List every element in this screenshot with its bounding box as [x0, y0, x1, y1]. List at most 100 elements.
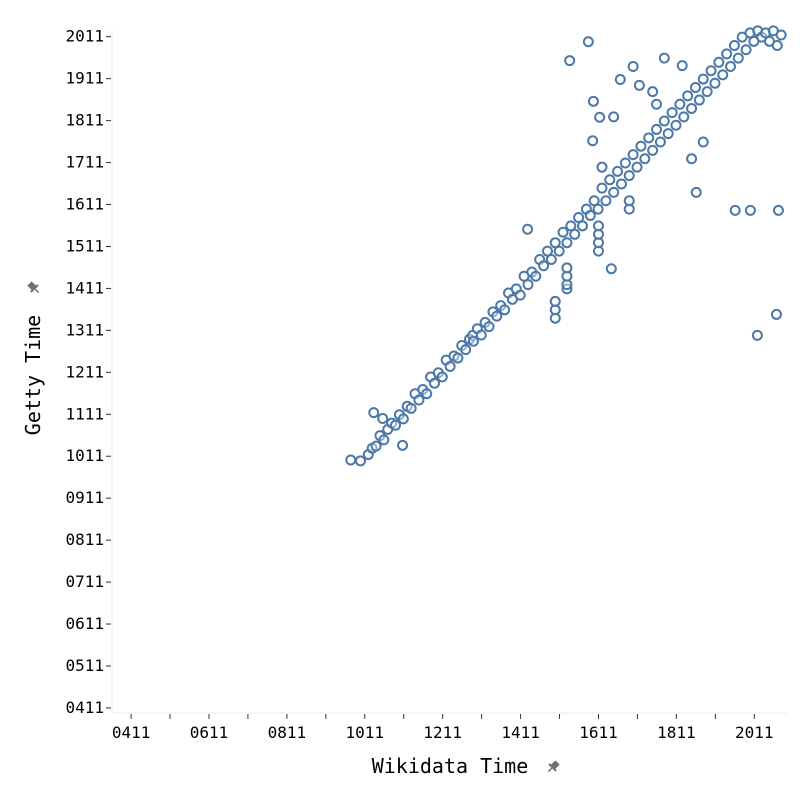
data-point: [651, 123, 663, 135]
data-point: [541, 245, 553, 257]
data-point: [631, 161, 643, 173]
data-point: [514, 289, 526, 301]
data-point: [592, 220, 604, 232]
data-point: [728, 40, 740, 52]
data-point: [682, 90, 694, 102]
data-point: [545, 253, 557, 265]
data-point: [397, 413, 409, 425]
data-point: [676, 60, 688, 72]
data-point: [647, 86, 659, 98]
y-tick-label: 0611: [65, 614, 104, 633]
data-point: [674, 98, 686, 110]
data-point: [538, 260, 550, 272]
y-tick-label: 0411: [65, 698, 104, 717]
x-axis: 0411 0611 0811 1011 1211 1411 1611 1811 2011: [112, 712, 787, 742]
data-point: [553, 245, 565, 257]
x-tick-label: 2011: [735, 723, 774, 742]
data-point: [600, 195, 612, 207]
data-point: [368, 407, 380, 419]
data-point: [744, 204, 756, 216]
data-point: [770, 308, 782, 320]
data-point: [354, 455, 366, 467]
data-point: [429, 377, 441, 389]
pin-icon[interactable]: [545, 759, 561, 775]
data-point: [619, 157, 631, 169]
data-point: [705, 65, 717, 77]
data-point: [614, 74, 626, 86]
data-point: [522, 223, 534, 235]
data-point: [689, 81, 701, 93]
x-tick-label: 1011: [346, 723, 385, 742]
data-point: [564, 55, 576, 67]
data-point: [709, 77, 721, 89]
y-tick-label: 1711: [65, 153, 104, 172]
data-point: [686, 153, 698, 165]
x-tick-label: 0411: [112, 723, 151, 742]
data-point: [701, 86, 713, 98]
data-point: [557, 226, 569, 238]
data-point: [582, 36, 594, 48]
y-tick-label: 0911: [65, 488, 104, 507]
x-axis-title-group: Wikidata Time: [372, 754, 561, 778]
data-point: [436, 371, 448, 383]
data-point: [771, 40, 783, 52]
y-tick-label: 1511: [65, 236, 104, 255]
data-point: [623, 170, 635, 182]
pin-icon[interactable]: [26, 280, 42, 296]
data-point: [658, 52, 670, 64]
x-tick-label: 1211: [423, 723, 462, 742]
data-point: [662, 128, 674, 140]
y-tick-label: 1811: [65, 111, 104, 130]
data-point: [627, 149, 639, 161]
data-point: [390, 419, 402, 431]
data-point: [608, 186, 620, 198]
x-tick-label: 1611: [579, 723, 618, 742]
data-point: [577, 220, 589, 232]
data-point: [549, 295, 561, 307]
data-point: [721, 48, 733, 60]
data-point: [397, 439, 409, 451]
y-tick-label: 1611: [65, 195, 104, 214]
data-point: [654, 136, 666, 148]
data-point: [693, 94, 705, 106]
data-point: [651, 98, 663, 110]
data-point: [713, 56, 725, 68]
data-point: [444, 360, 456, 372]
x-tick-label: 0611: [190, 723, 229, 742]
y-tick-label: 1311: [65, 320, 104, 339]
data-point: [751, 329, 763, 341]
data-point: [549, 237, 561, 249]
data-point: [499, 304, 511, 316]
y-tick-label: 2011: [65, 27, 104, 46]
data-point: [421, 388, 433, 400]
data-point: [635, 140, 647, 152]
data-point: [627, 60, 639, 72]
data-point: [697, 73, 709, 85]
x-tick-label: 0811: [268, 723, 307, 742]
y-tick-label: 1211: [65, 362, 104, 381]
data-point: [378, 434, 390, 446]
data-point: [647, 144, 659, 156]
data-point: [475, 329, 487, 341]
data-point: [596, 161, 608, 173]
data-point: [588, 195, 600, 207]
y-axis-title-group: Getty Time: [21, 280, 45, 435]
data-point: [772, 204, 784, 216]
data-point: [584, 209, 596, 221]
y-tick-label: 0711: [65, 572, 104, 591]
data-point: [697, 136, 709, 148]
y-tick-label: 1011: [65, 446, 104, 465]
data-point: [605, 263, 617, 275]
data-point: [594, 111, 606, 123]
data-point: [405, 402, 417, 414]
data-point: [491, 310, 503, 322]
data-point: [569, 228, 581, 240]
data-point: [690, 186, 702, 198]
data-point: [729, 204, 741, 216]
data-point: [587, 135, 599, 147]
data-point: [561, 237, 573, 249]
y-axis-title: Getty Time: [21, 315, 45, 435]
data-point: [633, 79, 645, 91]
data-point: [467, 335, 479, 347]
